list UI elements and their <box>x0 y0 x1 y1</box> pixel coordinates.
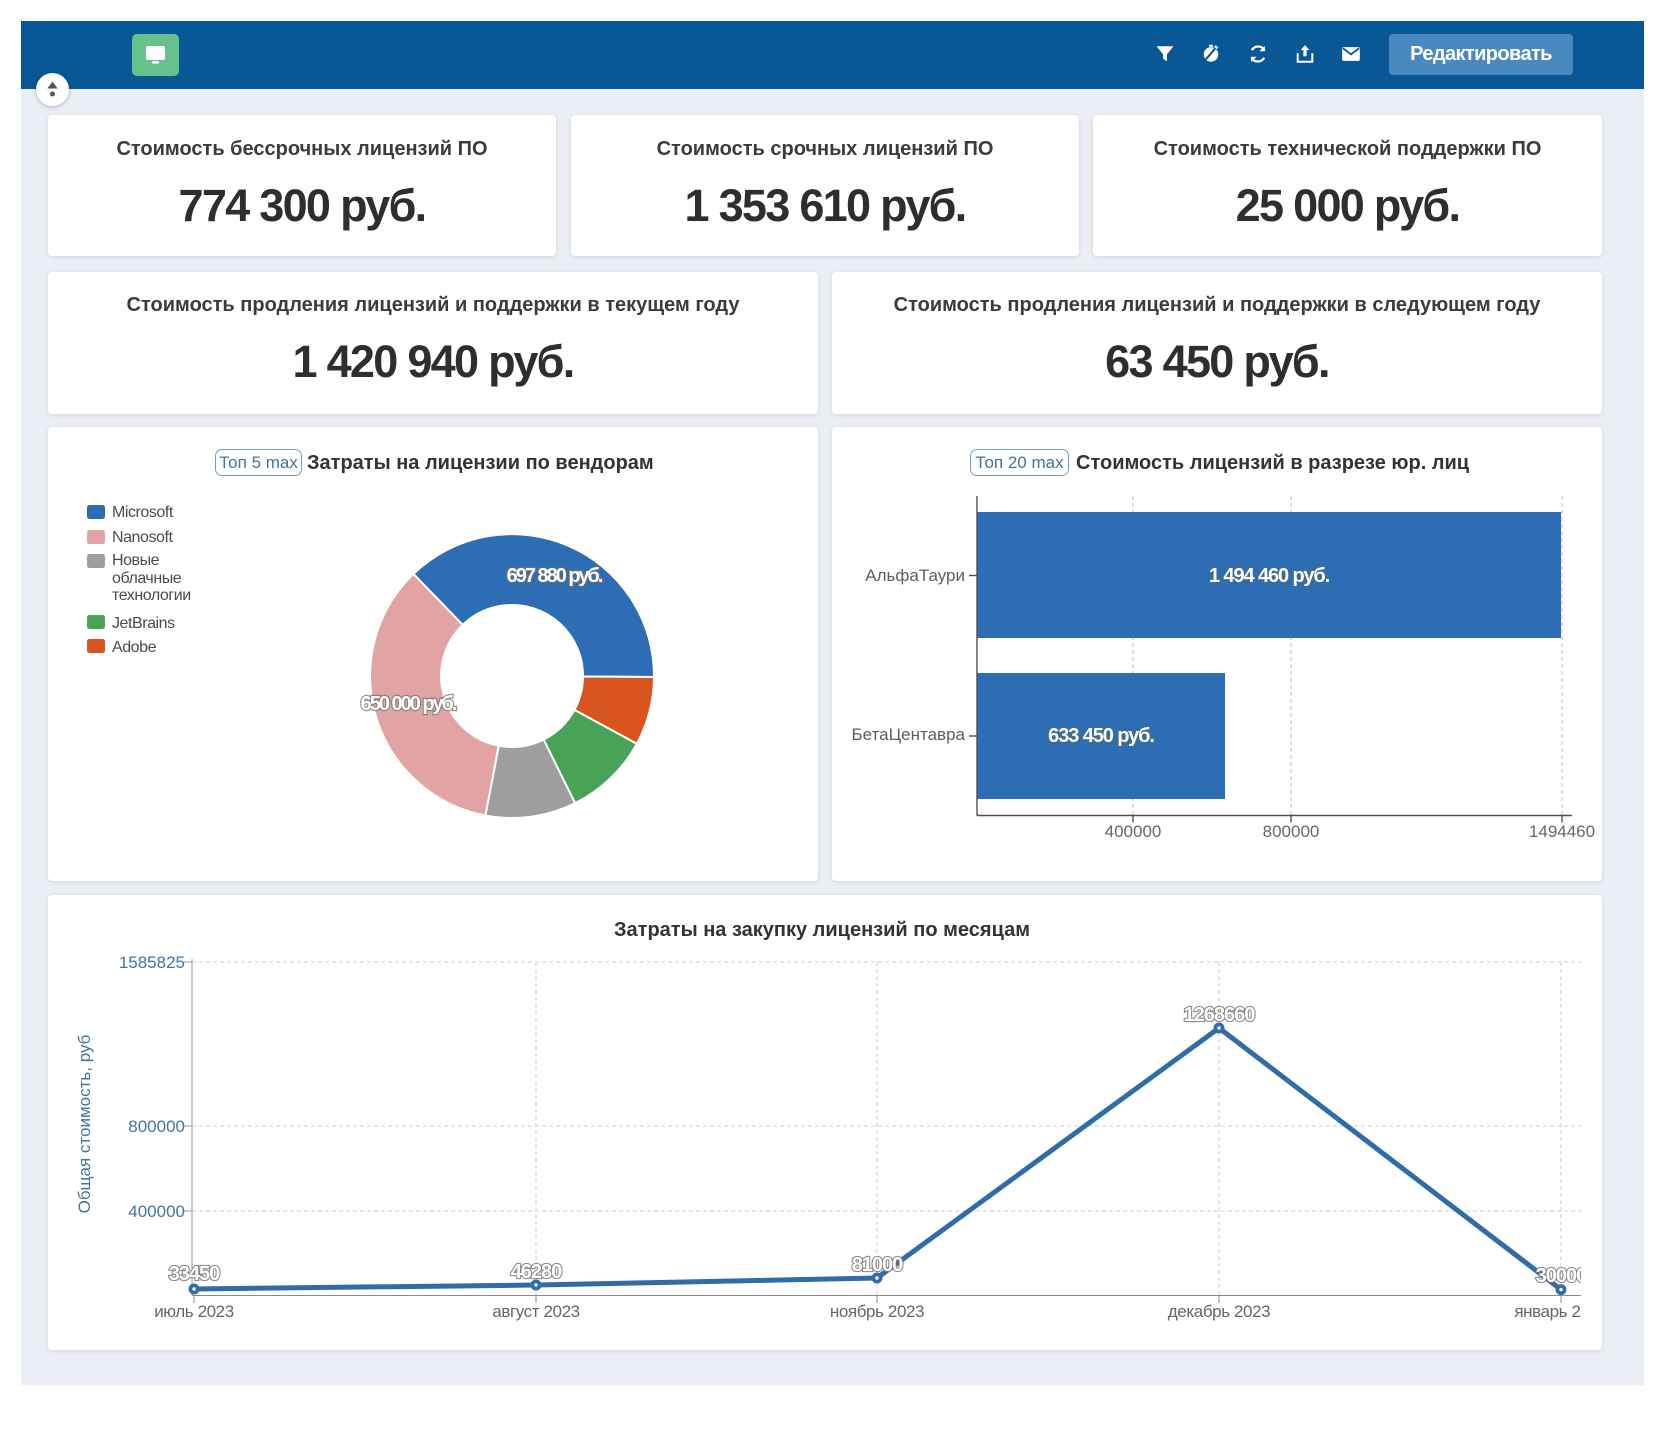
svg-text:33450: 33450 <box>169 1263 220 1285</box>
svg-text:46280: 46280 <box>511 1261 562 1283</box>
svg-text:декабрь 2023: декабрь 2023 <box>1168 1302 1270 1321</box>
svg-text:Общая стоимость, руб: Общая стоимость, руб <box>75 1034 94 1213</box>
svg-text:400000: 400000 <box>1105 822 1162 841</box>
svg-text:650 000 руб.: 650 000 руб. <box>361 693 457 715</box>
svg-text:январь 2024: январь 2024 <box>1514 1302 1581 1321</box>
svg-text:АльфаТаури: АльфаТаури <box>865 566 965 585</box>
svg-text:август 2023: август 2023 <box>492 1302 579 1321</box>
svg-text:ноябрь 2023: ноябрь 2023 <box>830 1302 924 1321</box>
svg-text:БетаЦентавра: БетаЦентавра <box>851 725 965 744</box>
svg-text:июль 2023: июль 2023 <box>154 1302 234 1321</box>
svg-text:1268660: 1268660 <box>1184 1004 1256 1026</box>
svg-text:697 880 руб.: 697 880 руб. <box>507 565 603 587</box>
svg-text:1585825: 1585825 <box>119 953 185 972</box>
svg-text:800000: 800000 <box>128 1117 185 1136</box>
svg-text:400000: 400000 <box>128 1202 185 1221</box>
svg-text:633 450 руб.: 633 450 руб. <box>1048 725 1154 747</box>
svg-text:1494460: 1494460 <box>1529 822 1595 841</box>
svg-text:30000: 30000 <box>1536 1265 1581 1287</box>
svg-text:1 494 460 руб.: 1 494 460 руб. <box>1209 565 1330 587</box>
svg-text:800000: 800000 <box>1263 822 1320 841</box>
svg-text:81000: 81000 <box>852 1254 903 1276</box>
